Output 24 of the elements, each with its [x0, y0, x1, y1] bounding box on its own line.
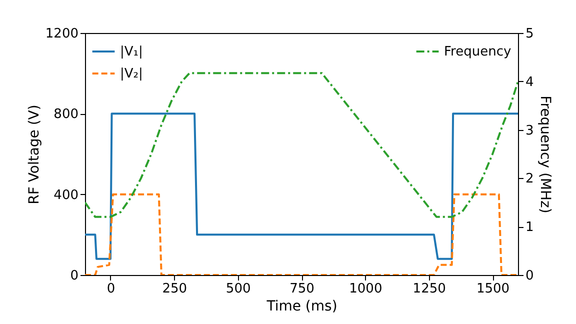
- y2-axis-title: Frequency (MHz): [536, 96, 553, 214]
- x-tick-label: 750: [290, 282, 314, 296]
- y2-tick-label: 3: [526, 123, 534, 138]
- y-tick-label: 0: [70, 268, 78, 284]
- y2-tick-label: 4: [526, 74, 534, 90]
- x-tick-label: 1500: [476, 282, 510, 296]
- legend-label: |V₁|: [120, 44, 143, 60]
- x-tick-label: 500: [226, 282, 251, 296]
- y2-tick-label: 2: [526, 172, 534, 187]
- y-tick-label: 400: [54, 188, 78, 203]
- x-tick-label: 1250: [412, 282, 446, 296]
- y-tick-label: 800: [54, 107, 78, 122]
- legend-label: |V₂|: [120, 66, 143, 82]
- x-tick-label: 0: [106, 282, 116, 296]
- y-axis-title: RF Voltage (V): [26, 104, 42, 204]
- line-series: [85, 193, 518, 275]
- y2-tick-label: 1: [526, 220, 534, 236]
- x-tick-label: 250: [162, 282, 188, 296]
- x-tick-label: 1000: [349, 282, 382, 296]
- y-tick-label: 1200: [45, 26, 78, 42]
- x-axis-title: Time (ms): [266, 298, 338, 314]
- legend-label: Frequency: [444, 44, 512, 60]
- y2-tick-label: 0: [526, 268, 534, 284]
- y2-tick-label: 5: [526, 26, 534, 42]
